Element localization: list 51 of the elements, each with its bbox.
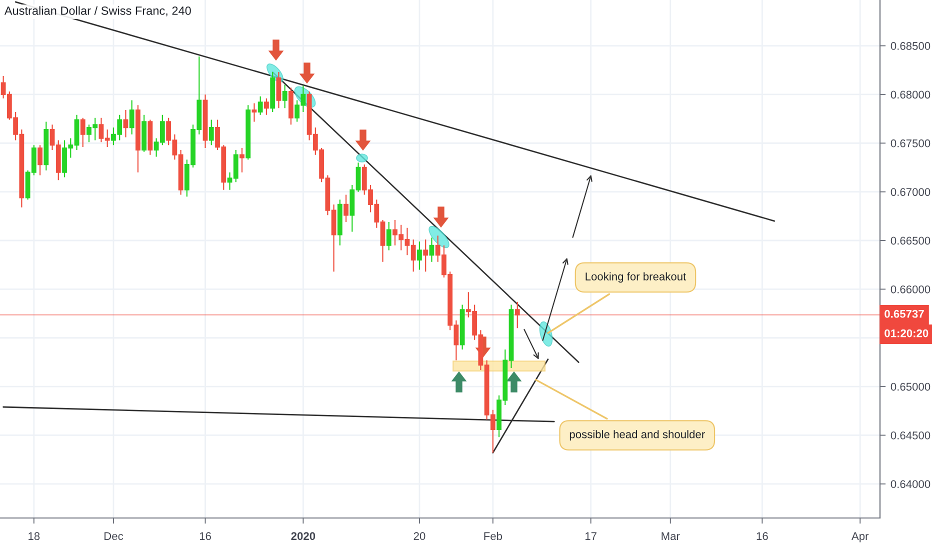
y-tick-label: 0.65000 [890, 382, 930, 391]
candlestick [148, 119, 153, 156]
y-tick-label: 0.67000 [890, 188, 930, 196]
candlestick [80, 117, 86, 148]
candlestick [136, 104, 140, 173]
candlestick [288, 87, 294, 126]
y-tick-label: 0.68000 [890, 90, 930, 99]
candlestick [202, 94, 208, 149]
x-tick-label: Feb [484, 532, 502, 540]
candlestick [282, 84, 288, 109]
candlestick [386, 221, 392, 251]
annotation: Looking for breakout [586, 272, 686, 283]
candlestick [460, 304, 465, 350]
y-tick-label: 0.64000 [890, 480, 930, 488]
candlestick [276, 72, 282, 109]
candlestick [429, 237, 434, 262]
y-tick-label: 0.64500 [890, 432, 930, 440]
x-tick-label: Mar [662, 532, 680, 540]
ref-line-label: 0.65737 [884, 310, 924, 318]
candlestick [123, 109, 128, 138]
x-tick-label: 18 [28, 532, 40, 540]
candlestick [142, 114, 147, 152]
x-tick-label: 16 [200, 532, 211, 540]
candlestick [514, 301, 520, 329]
chart-title: Australian Dollar / Swiss Franc, 240 [4, 6, 191, 16]
x-tick-label: Dec [104, 532, 124, 540]
candlestick [417, 240, 422, 270]
candlestick [252, 102, 257, 122]
x-tick-label: 16 [756, 532, 768, 540]
candlestick [44, 121, 49, 171]
y-tick-label: 0.66000 [890, 285, 930, 294]
candlestick [38, 144, 42, 176]
annotation: possible head and shoulder [570, 430, 705, 440]
candlestick [344, 194, 348, 223]
y-tick-label: 0.66500 [890, 236, 930, 245]
x-tick-label: Apr [851, 532, 869, 542]
candlestick [240, 147, 244, 173]
x-tick-label: 20 [414, 532, 426, 540]
candlestick [129, 100, 134, 135]
text: 01:20:20 [884, 329, 928, 338]
x-tick-label: 2020 [291, 532, 316, 540]
x-tick-label: 17 [586, 532, 596, 540]
candlestick [270, 72, 276, 113]
y-tick-label: 0.67500 [890, 139, 930, 148]
candlestick [264, 98, 269, 116]
candlestick [337, 199, 342, 246]
y-tick-label: 0.68500 [890, 42, 930, 50]
candlestick [208, 119, 214, 146]
candlestick [246, 104, 251, 160]
candlestick [423, 238, 428, 272]
candlestick [258, 96, 263, 116]
